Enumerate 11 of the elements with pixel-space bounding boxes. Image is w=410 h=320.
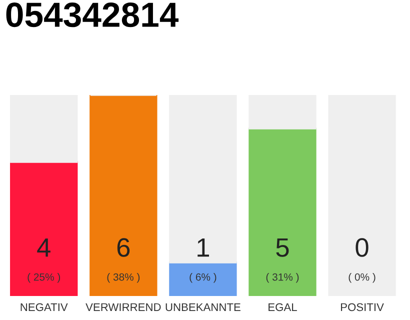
- data-label: 1 ( 6% ): [190, 238, 216, 283]
- x-tick-label: NEGATIV: [20, 303, 68, 312]
- chart-title: 054342814: [6, 2, 179, 28]
- x-tick-label: POSITIV: [341, 303, 384, 312]
- data-label: 6 ( 38% ): [107, 238, 140, 283]
- data-label: 5 ( 31% ): [266, 238, 299, 283]
- x-tick-label: UNBEKANNTE: [166, 303, 240, 312]
- x-tick-label: VERWIRREND: [86, 303, 161, 311]
- x-tick-label: EGAL: [268, 303, 297, 312]
- data-label: 0 ( 0% ): [348, 238, 376, 283]
- data-label: 4 ( 25% ): [28, 238, 60, 283]
